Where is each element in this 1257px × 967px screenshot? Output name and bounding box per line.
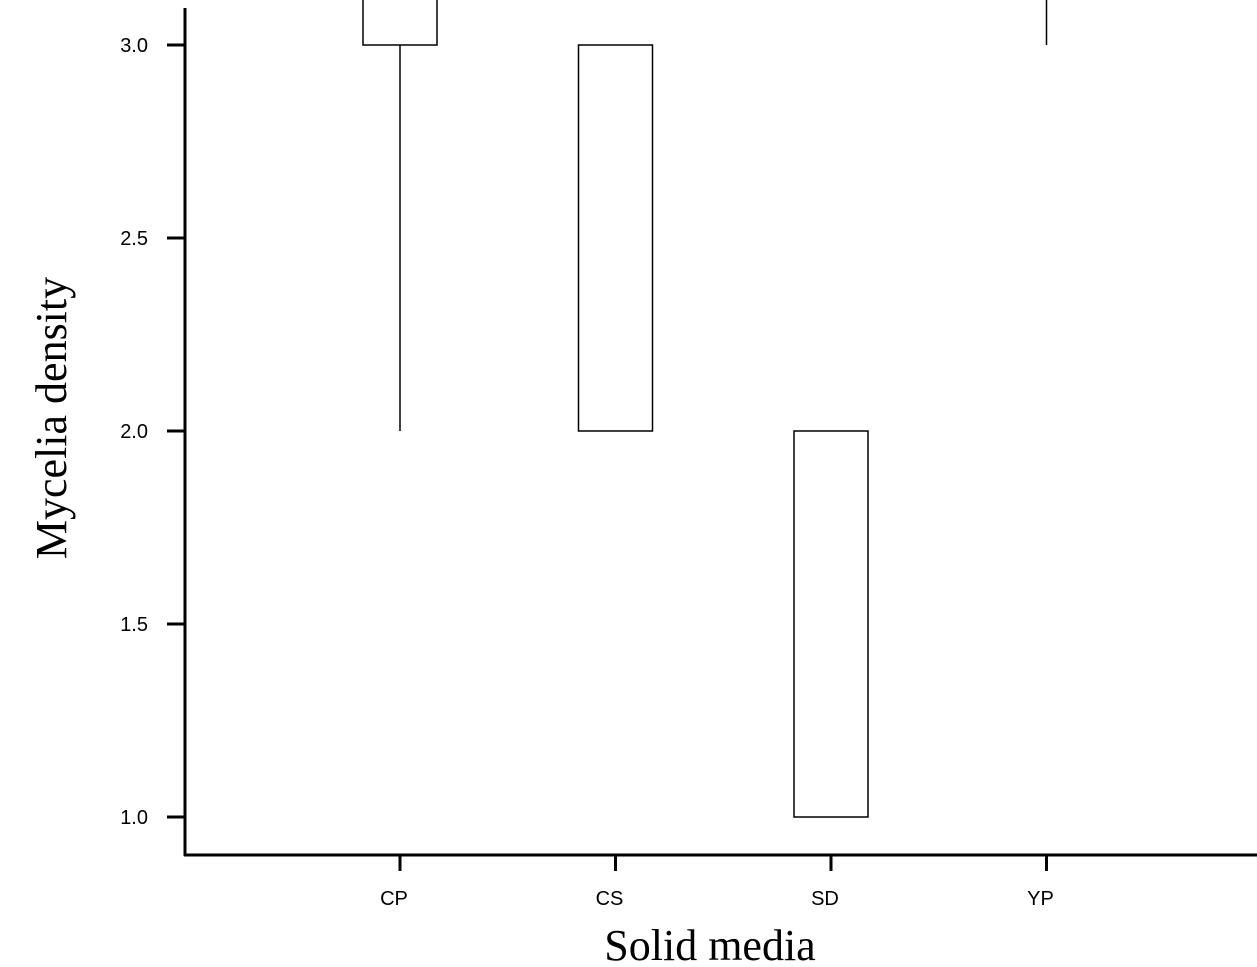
y-tick-label: 3.0 [120,35,148,57]
box-yp [1045,0,1048,45]
x-ticks: CP CS SD YP [380,855,1054,910]
box-cp [362,0,438,431]
box-rect [577,44,654,432]
box-sd [793,430,869,818]
x-tick-label-cs: CS [596,888,624,910]
y-tick-label: 2.5 [120,228,148,250]
box-cs [577,44,654,432]
box-rect [362,0,438,46]
y-tick-label: 1.0 [120,807,148,829]
y-tick-label: 1.5 [120,614,148,636]
y-tick-label: 2.0 [120,421,148,443]
boxes [362,0,1048,818]
x-axis-title: Solid media [604,921,815,967]
x-tick-label-yp: YP [1027,888,1054,910]
y-ticks: 1.01.52.02.53.03.54.04.55.0 [120,35,185,829]
x-tick-label-cp: CP [380,888,408,910]
y-axis-title: Mycelia density [27,277,76,559]
x-tick-label-sd: SD [811,888,839,910]
box-rect [793,430,869,818]
